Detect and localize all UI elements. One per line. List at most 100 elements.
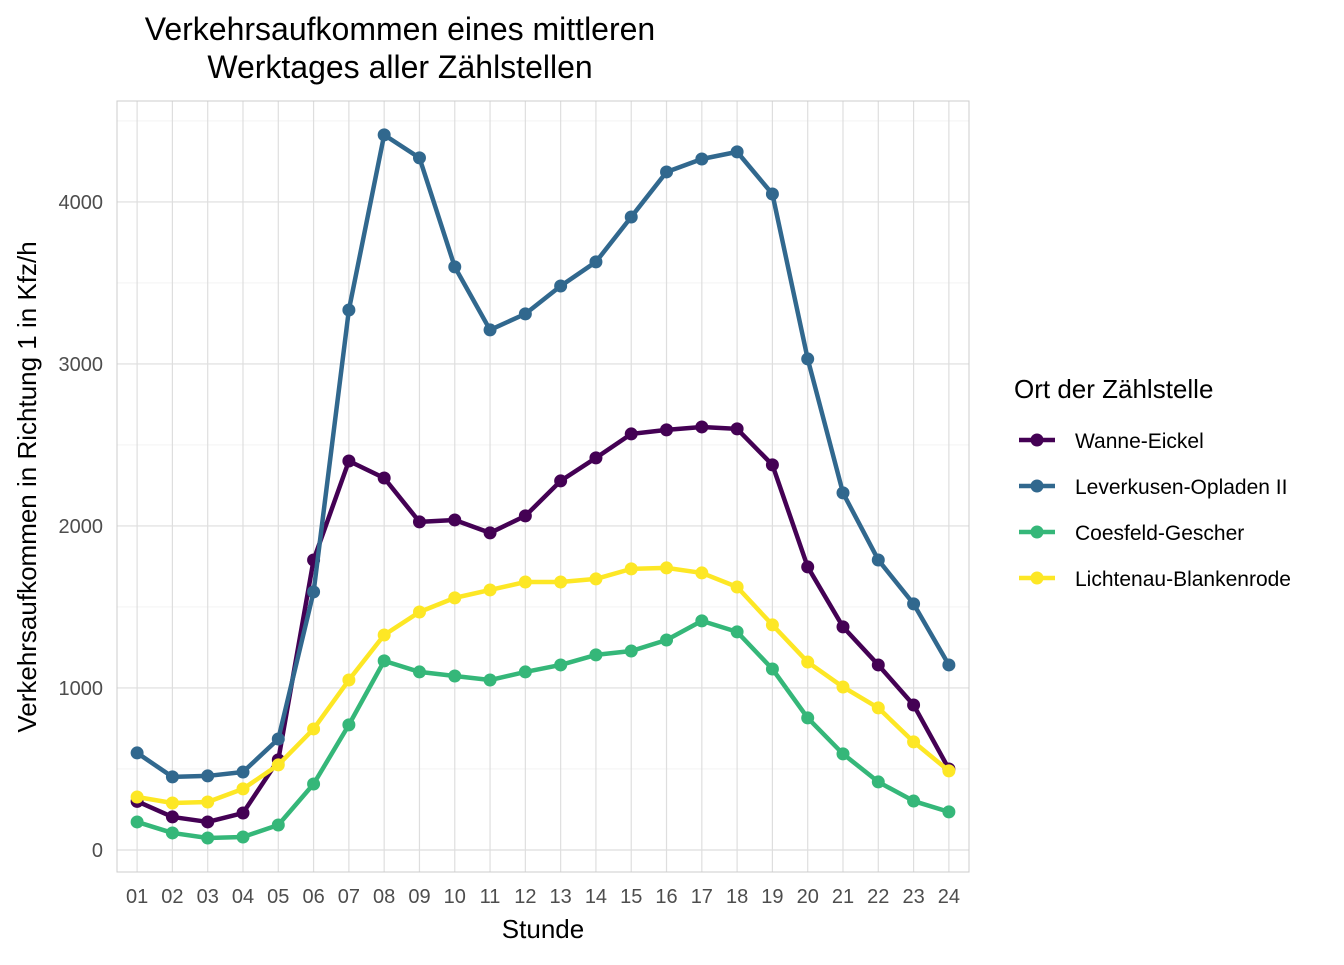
series-coesfeld-gescher	[130, 614, 956, 845]
data-point	[236, 806, 250, 820]
x-tick-label: 01	[126, 886, 148, 908]
legend-label: Wanne-Eickel	[1075, 430, 1204, 453]
data-point	[165, 826, 179, 840]
x-tick-label: 04	[232, 886, 254, 908]
data-point	[836, 620, 850, 634]
legend-label: Leverkusen-Opladen II	[1075, 476, 1287, 499]
data-point	[518, 307, 532, 321]
data-point	[448, 513, 462, 527]
data-point	[624, 562, 638, 576]
data-point	[801, 711, 815, 725]
data-point	[554, 575, 568, 589]
data-point	[871, 701, 885, 715]
data-point	[554, 658, 568, 672]
data-point	[307, 585, 321, 599]
data-point	[236, 830, 250, 844]
data-point	[412, 605, 426, 619]
data-point	[201, 795, 215, 809]
chart-title-line-2: Werktages aller Zählstellen	[207, 49, 592, 85]
data-point	[342, 303, 356, 317]
data-point	[695, 614, 709, 628]
x-tick-label: 13	[550, 886, 572, 908]
data-point	[412, 515, 426, 529]
x-tick-label: 19	[761, 886, 783, 908]
x-tick-label: 14	[585, 886, 607, 908]
data-point	[942, 805, 956, 819]
data-point	[448, 260, 462, 274]
y-tick-label: 0	[92, 840, 103, 862]
series-lichtenau-blankenrode	[130, 561, 956, 810]
x-tick-label: 10	[444, 886, 466, 908]
x-tick-label: 07	[338, 886, 360, 908]
series-leverkusen-opladen-ii	[130, 128, 956, 784]
data-point	[730, 145, 744, 159]
grid	[117, 101, 969, 872]
legend-key-point	[1030, 525, 1044, 539]
data-point	[801, 655, 815, 669]
data-point	[624, 210, 638, 224]
legend-key-point	[1030, 479, 1044, 493]
y-axis-label: Verkehrsaufkommen in Richtung 1 in Kfz/h	[12, 241, 42, 732]
data-point	[765, 618, 779, 632]
data-point	[377, 128, 391, 142]
legend-label: Lichtenau-Blankenrode	[1075, 568, 1291, 591]
legend-item: Leverkusen-Opladen II	[1019, 476, 1287, 499]
data-point	[130, 815, 144, 829]
series-lines	[130, 128, 956, 845]
data-point	[836, 747, 850, 761]
x-tick-label: 03	[197, 886, 219, 908]
series-line	[136, 424, 951, 825]
data-point	[730, 422, 744, 436]
data-point	[412, 665, 426, 679]
data-point	[448, 669, 462, 683]
data-point	[801, 352, 815, 366]
data-point	[836, 486, 850, 500]
data-point	[412, 151, 426, 165]
data-point	[236, 765, 250, 779]
panel-border	[116, 100, 970, 873]
data-point	[518, 509, 532, 523]
data-point	[765, 187, 779, 201]
data-point	[871, 553, 885, 567]
x-tick-label: 02	[161, 886, 183, 908]
data-point	[554, 279, 568, 293]
x-tick-label: 18	[726, 886, 748, 908]
x-tick-label: 08	[373, 886, 395, 908]
data-point	[271, 758, 285, 772]
y-tick-label: 4000	[59, 192, 104, 214]
series-line	[136, 565, 951, 806]
data-point	[236, 782, 250, 796]
y-tick-label: 3000	[59, 354, 104, 376]
legend-item: Wanne-Eickel	[1019, 430, 1204, 453]
data-point	[695, 420, 709, 434]
series-wanne-eickel	[130, 420, 956, 829]
data-point	[589, 572, 603, 586]
x-tick-label: 20	[797, 886, 819, 908]
x-tick-label: 05	[267, 886, 289, 908]
data-point	[907, 698, 921, 712]
x-tick-label: 16	[655, 886, 677, 908]
axis-ticks: 0 1000 2000 3000 4000 01 02 03 04 05 06 07 08 09 10 11 1…	[59, 192, 961, 908]
data-point	[871, 658, 885, 672]
data-point	[271, 818, 285, 832]
data-point	[554, 474, 568, 488]
x-tick-label: 22	[867, 886, 889, 908]
data-point	[907, 597, 921, 611]
data-point	[483, 526, 497, 540]
data-point	[942, 658, 956, 672]
data-point	[765, 458, 779, 472]
data-point	[695, 566, 709, 580]
data-point	[942, 764, 956, 778]
data-point	[589, 648, 603, 662]
data-point	[730, 580, 744, 594]
data-point	[518, 575, 532, 589]
data-point	[765, 662, 779, 676]
x-axis-label: Stunde	[502, 914, 584, 944]
data-point	[342, 718, 356, 732]
data-point	[660, 561, 674, 575]
data-point	[201, 831, 215, 845]
data-point	[695, 152, 709, 166]
legend-item: Coesfeld-Gescher	[1019, 522, 1244, 545]
data-point	[377, 654, 391, 668]
